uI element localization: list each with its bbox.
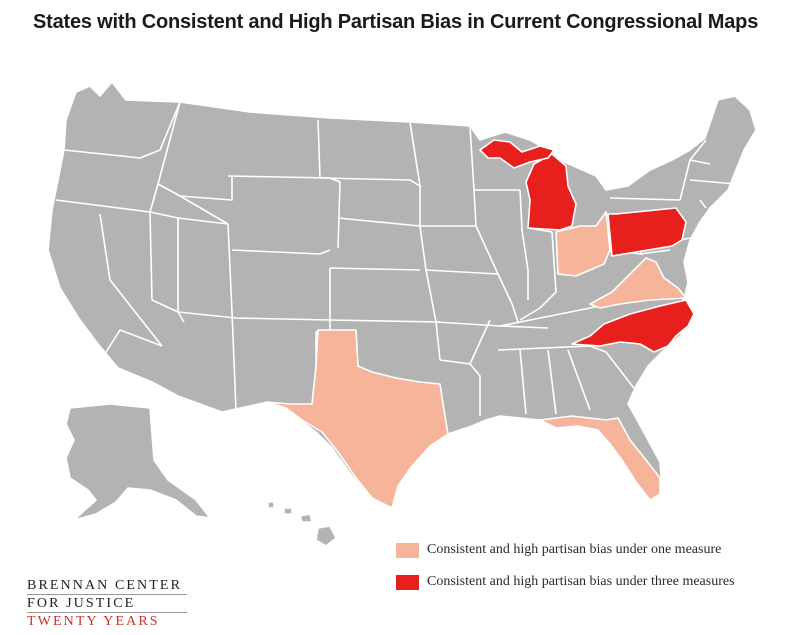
logo-rule-1 <box>27 594 187 595</box>
north-carolina <box>571 299 695 353</box>
legend-item-one-measure: Consistent and high partisan bias under … <box>396 538 735 562</box>
legend-item-three-measures: Consistent and high partisan bias under … <box>396 570 735 594</box>
hawaii-oahu <box>283 507 293 515</box>
pennsylvania <box>607 207 687 257</box>
legend-swatch-three-measures <box>396 574 419 590</box>
logo-line-2: FOR JUSTICE <box>27 596 136 611</box>
brennan-center-logo: BRENNAN CENTER FOR JUSTICE TWENTY YEARS <box>27 577 187 630</box>
michigan-lower <box>525 153 577 231</box>
legend-label-one-measure: Consistent and high partisan bias under … <box>427 542 722 557</box>
map-legend: Consistent and high partisan bias under … <box>396 538 735 602</box>
florida <box>539 415 661 501</box>
hawaii-kauai <box>267 501 275 509</box>
ohio <box>555 211 611 277</box>
legend-swatch-one-measure <box>396 542 419 558</box>
alaska <box>65 403 211 521</box>
logo-rule-2 <box>27 612 187 613</box>
hawaii-island <box>315 525 337 547</box>
virginia <box>589 257 687 309</box>
hawaii-maui <box>299 513 313 523</box>
logo-line-3: TWENTY YEARS <box>27 614 160 629</box>
logo-line-1: BRENNAN CENTER <box>27 578 183 593</box>
michigan-upper <box>479 139 555 169</box>
texas <box>265 329 449 509</box>
map-title: States with Consistent and High Partisan… <box>33 11 759 33</box>
legend-label-three-measures: Consistent and high partisan bias under … <box>427 574 735 589</box>
